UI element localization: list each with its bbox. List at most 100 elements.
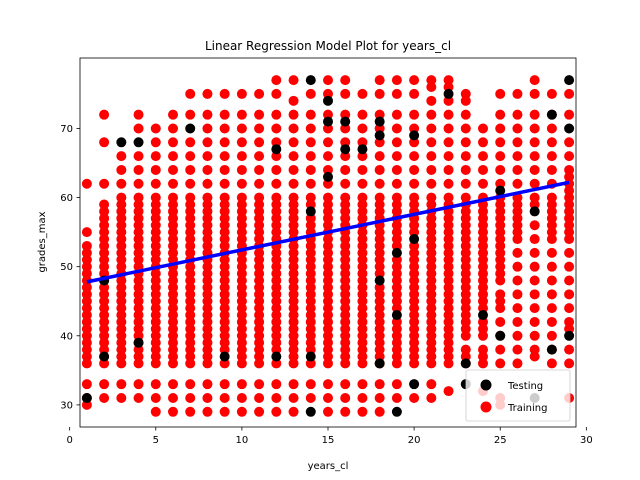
training-point bbox=[254, 344, 265, 355]
training-point bbox=[305, 282, 316, 293]
training-point bbox=[99, 109, 110, 120]
training-point bbox=[460, 296, 471, 307]
training-point bbox=[116, 206, 127, 217]
training-point bbox=[323, 247, 333, 258]
training-point bbox=[323, 213, 333, 224]
training-point bbox=[271, 296, 282, 307]
training-point bbox=[357, 296, 368, 307]
training-point bbox=[426, 164, 437, 175]
training-point bbox=[443, 109, 454, 120]
training-point bbox=[236, 392, 247, 403]
training-point bbox=[305, 192, 316, 203]
training-point bbox=[288, 227, 299, 238]
training-point bbox=[546, 247, 557, 258]
training-point bbox=[236, 275, 247, 286]
training-point bbox=[426, 261, 437, 272]
training-point bbox=[271, 75, 282, 86]
training-point bbox=[495, 254, 506, 265]
training-point bbox=[426, 95, 437, 106]
training-point bbox=[495, 88, 506, 99]
training-point bbox=[409, 358, 420, 369]
training-point bbox=[529, 178, 540, 189]
training-point bbox=[254, 303, 265, 314]
training-point bbox=[168, 199, 178, 210]
training-point bbox=[133, 123, 144, 134]
training-point bbox=[99, 213, 110, 224]
training-point bbox=[254, 289, 265, 300]
training-point bbox=[460, 316, 471, 327]
training-point bbox=[460, 227, 471, 238]
x-tick-label: 30 bbox=[580, 435, 593, 446]
training-point bbox=[409, 227, 420, 238]
chart-title: Linear Regression Model Plot for years_c… bbox=[205, 39, 451, 53]
training-point bbox=[460, 240, 471, 251]
training-point bbox=[236, 137, 247, 148]
training-point bbox=[168, 240, 178, 251]
testing-point bbox=[116, 137, 127, 148]
training-point bbox=[116, 261, 127, 272]
training-point bbox=[81, 240, 92, 251]
training-point bbox=[426, 303, 437, 314]
training-point bbox=[254, 137, 265, 148]
training-point bbox=[150, 344, 161, 355]
training-point bbox=[529, 109, 540, 120]
training-point bbox=[546, 227, 557, 238]
training-point bbox=[185, 206, 196, 217]
training-point bbox=[323, 392, 333, 403]
training-point bbox=[323, 234, 333, 245]
training-point bbox=[323, 358, 333, 369]
training-point bbox=[357, 392, 368, 403]
training-point bbox=[99, 254, 110, 265]
training-point bbox=[202, 282, 213, 293]
training-point bbox=[288, 310, 299, 321]
training-point bbox=[391, 296, 402, 307]
training-point bbox=[150, 392, 161, 403]
training-point bbox=[81, 247, 92, 258]
training-point bbox=[150, 337, 161, 348]
training-point bbox=[374, 344, 385, 355]
training-point bbox=[81, 282, 92, 293]
training-point bbox=[529, 75, 540, 86]
training-point bbox=[564, 164, 575, 175]
training-point bbox=[409, 337, 420, 348]
training-point bbox=[409, 151, 420, 162]
training-point bbox=[219, 268, 230, 279]
training-point bbox=[116, 289, 127, 300]
training-point bbox=[357, 137, 368, 148]
training-point bbox=[409, 75, 420, 86]
training-point bbox=[271, 406, 282, 417]
training-point bbox=[150, 330, 161, 341]
training-point bbox=[564, 88, 575, 99]
training-point bbox=[288, 289, 299, 300]
training-point bbox=[323, 303, 333, 314]
training-point bbox=[81, 351, 92, 362]
training-point bbox=[564, 171, 575, 182]
training-point bbox=[236, 234, 247, 245]
training-point bbox=[443, 282, 454, 293]
testing-point bbox=[564, 75, 575, 86]
training-point bbox=[426, 268, 437, 279]
training-point bbox=[374, 303, 385, 314]
training-point bbox=[340, 330, 351, 341]
training-point bbox=[495, 358, 506, 369]
training-point bbox=[271, 275, 282, 286]
training-point bbox=[133, 296, 144, 307]
training-point bbox=[202, 199, 213, 210]
training-point bbox=[116, 151, 127, 162]
training-point bbox=[271, 358, 282, 369]
training-point bbox=[168, 351, 178, 362]
training-point bbox=[133, 323, 144, 334]
training-point bbox=[357, 213, 368, 224]
training-point bbox=[374, 296, 385, 307]
training-point bbox=[391, 337, 402, 348]
training-point bbox=[443, 337, 454, 348]
training-point bbox=[409, 247, 420, 258]
training-point bbox=[426, 247, 437, 258]
training-point bbox=[271, 282, 282, 293]
training-point bbox=[150, 268, 161, 279]
training-point bbox=[236, 289, 247, 300]
training-point bbox=[391, 137, 402, 148]
training-point bbox=[236, 303, 247, 314]
training-point bbox=[150, 296, 161, 307]
training-point bbox=[254, 151, 265, 162]
